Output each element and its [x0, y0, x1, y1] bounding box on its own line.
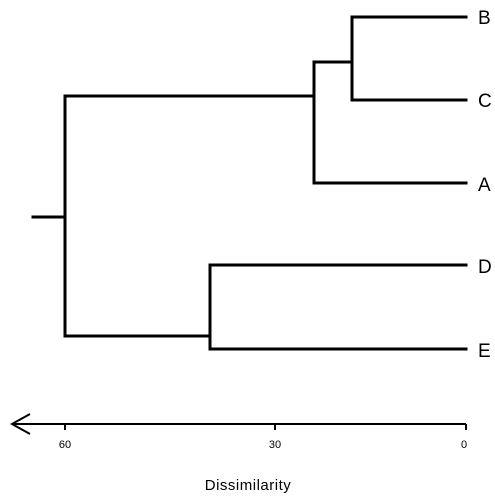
- leaf-label-b: B: [478, 8, 491, 29]
- tick-label-30: 30: [269, 439, 281, 451]
- leaf-label-d: D: [478, 257, 492, 278]
- leaf-label-a: A: [478, 175, 491, 196]
- tick-label-0: 0: [461, 439, 467, 451]
- dissimilarity-axis: 60 30 0 Dissimilarity: [9, 413, 467, 494]
- tick-label-60: 60: [59, 439, 71, 451]
- leaf-labels: B C A D E: [478, 8, 492, 362]
- axis-arrow-head-icon: [9, 413, 31, 435]
- leaf-label-c: C: [478, 91, 492, 112]
- leaf-label-e: E: [478, 341, 491, 362]
- dendrogram-tree: [31, 15, 468, 351]
- axis-title: Dissimilarity: [205, 477, 292, 494]
